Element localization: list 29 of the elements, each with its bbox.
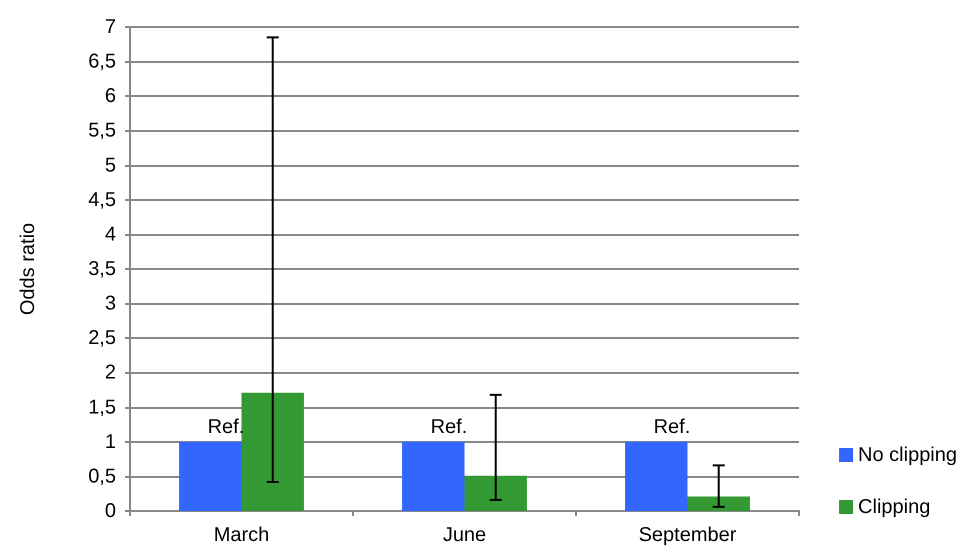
y-tick-label: 3,5 (88, 258, 116, 280)
y-tick-label: 6 (104, 85, 116, 108)
data-label: Ref. (654, 416, 690, 438)
y-tick-label: 1 (104, 430, 116, 453)
bar (464, 476, 527, 511)
bar (625, 442, 688, 511)
y-tick-label: 2 (104, 362, 116, 384)
y-tick-label: 2,5 (88, 327, 116, 350)
y-tick-label: 4 (104, 223, 116, 246)
bar (179, 442, 242, 511)
y-tick-label: 7 (104, 16, 116, 38)
y-tick-label: 5 (104, 154, 116, 176)
y-tick-label: 4,5 (88, 188, 116, 211)
x-tick-label: June (442, 524, 486, 546)
y-axis-title: Odds ratio (17, 222, 39, 316)
x-tick-label: March (214, 524, 270, 546)
legend-label: No clipping (858, 444, 958, 466)
y-tick-label: 6,5 (88, 50, 116, 73)
y-tick-label: 3 (104, 292, 116, 315)
bar (402, 442, 464, 511)
bar (242, 392, 304, 511)
y-tick-label: 0 (104, 500, 116, 522)
bar (688, 496, 750, 511)
legend-label: Clipping (858, 496, 930, 518)
x-tick-label: September (638, 524, 737, 546)
data-label: Ref. (430, 416, 468, 438)
y-tick-label: 0,5 (88, 465, 116, 488)
y-tick-label: 5,5 (88, 120, 116, 142)
y-tick-label: 1,5 (88, 396, 116, 418)
